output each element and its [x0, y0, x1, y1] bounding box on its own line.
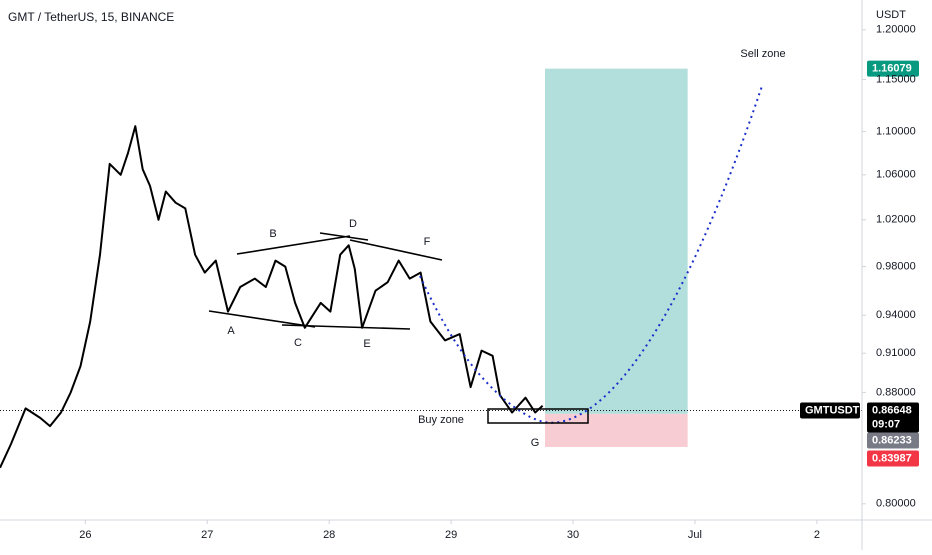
x-tick-label: 26	[79, 529, 91, 541]
y-tick-label: 1.20000	[876, 24, 916, 36]
annotation: F	[424, 236, 431, 248]
y-tick-label: 1.06000	[876, 169, 916, 181]
annotation: E	[363, 338, 370, 350]
y-axis-label: USDT	[876, 9, 906, 21]
trend-line	[236, 235, 351, 255]
y-tick-label: 1.10000	[876, 125, 916, 137]
countdown-tag-label: 09:07	[872, 418, 900, 430]
trend-line	[208, 310, 316, 328]
profit-zone	[544, 68, 688, 414]
stop-tag-label: 0.83987	[872, 452, 912, 464]
annotation: B	[269, 228, 276, 240]
trend-line	[349, 239, 443, 261]
last-price-tag	[867, 402, 919, 419]
x-tick-label: 29	[445, 529, 457, 541]
symbol-tag-label: GMTUSDT	[805, 404, 860, 416]
y-tick-label: 0.91000	[876, 347, 916, 359]
pattern-lines	[208, 232, 443, 330]
price-tags: 1.16079 GMTUSDT 0.86648 09:07 0.86233 0.83987	[800, 60, 919, 467]
x-tick-label: 28	[323, 529, 335, 541]
y-tick-label: 1.02000	[876, 214, 916, 226]
annotation: A	[227, 325, 235, 337]
annotation: Buy zone	[418, 414, 464, 426]
loss-zone	[544, 413, 688, 447]
prior-close-tag	[867, 432, 919, 449]
trend-line	[319, 232, 369, 241]
y-tick-label: 0.88000	[876, 386, 916, 398]
y-tick-label: 0.98000	[876, 260, 916, 272]
y-tick-label: 0.80000	[876, 498, 916, 510]
plot-area	[0, 68, 862, 469]
stop-tag	[867, 450, 919, 467]
chart-title: GMT / TetherUS, 15, BINANCE	[8, 10, 174, 24]
x-tick-label: 30	[567, 529, 579, 541]
annotation: Sell zone	[740, 48, 785, 60]
annotation: D	[349, 218, 357, 230]
x-tick-label: 27	[201, 529, 213, 541]
x-tick-label: 2	[814, 529, 820, 541]
price-line	[0, 125, 544, 469]
prior-close-tag-label: 0.86233	[872, 434, 912, 446]
annotation: C	[294, 337, 302, 349]
symbol-tag	[800, 402, 860, 419]
y-tick-label: 0.94000	[876, 309, 916, 321]
annotations: A B C D E F G Buy zone Sell zone	[227, 48, 785, 449]
target-tag	[867, 60, 919, 77]
last-price-tag-label: 0.86648	[872, 404, 912, 416]
x-tick-label: Jul	[688, 529, 702, 541]
buy-box	[487, 408, 589, 424]
trend-line	[281, 324, 411, 330]
target-tag-label: 1.16079	[872, 63, 912, 75]
countdown-tag	[867, 416, 919, 433]
annotation: G	[531, 437, 540, 449]
y-tick-label: 1.15000	[876, 73, 916, 85]
